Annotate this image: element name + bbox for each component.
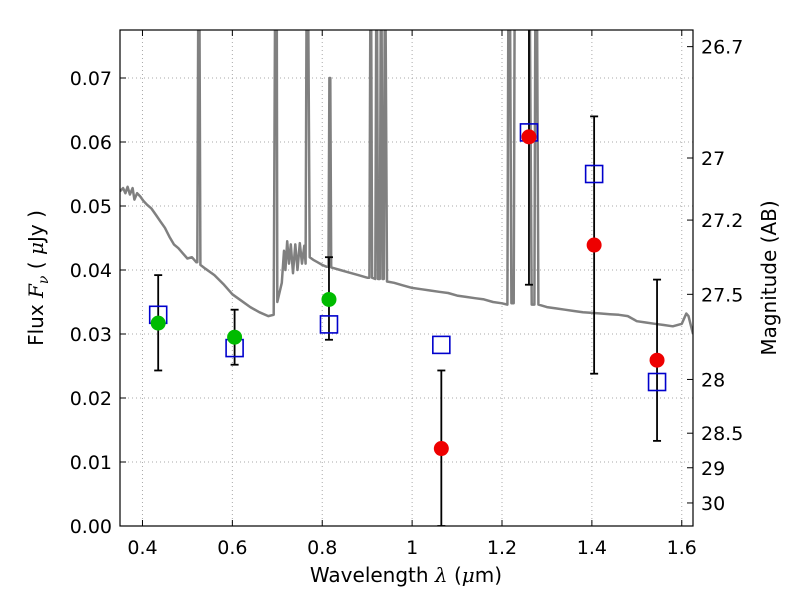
- green-point-marker: [150, 315, 166, 331]
- y-tick-label: 0.01: [70, 452, 112, 474]
- model-point-marker: [319, 315, 339, 334]
- x-tick-label: 1.4: [577, 537, 607, 559]
- green-point-marker: [321, 291, 337, 307]
- y-tick-label: 0.00: [70, 516, 112, 538]
- x-tick-label: 0.6: [217, 537, 247, 559]
- x-tick-labels: 0.4 0.6 0.8 1 1.2 1.4 1.6: [127, 537, 697, 559]
- green-point-marker: [227, 329, 243, 345]
- plot-area: [120, 30, 693, 526]
- model-point-marker: [584, 164, 604, 184]
- x-tick-label: 0.4: [127, 537, 157, 559]
- x-axis-label: Wavelength λ (μm): [310, 563, 502, 587]
- y2-tick-label: 27: [701, 148, 725, 170]
- x-tick-label: 1.6: [667, 537, 697, 559]
- x-tick-label: 0.8: [307, 537, 337, 559]
- y2-tick-labels: 26.7 27 27.2 27.5 28 28.5 29 30: [701, 37, 743, 515]
- y-tick-label: 0.07: [70, 68, 112, 90]
- y-tick-label: 0.04: [70, 260, 112, 282]
- red-point-marker: [649, 352, 665, 368]
- y-tick-label: 0.03: [70, 324, 112, 346]
- y2-tick-label: 27.5: [701, 284, 743, 306]
- y-tick-label: 0.06: [70, 132, 112, 154]
- plot-frame: [119, 29, 694, 527]
- red-point-marker: [586, 237, 602, 253]
- model-point-marker: [432, 335, 451, 355]
- green-data-points: [150, 291, 337, 345]
- model-spectrum-line: [120, 30, 693, 335]
- y2-tick-label: 30: [701, 493, 725, 515]
- x-tick-label: 1: [406, 537, 418, 559]
- model-point-marker: [647, 372, 667, 392]
- red-data-points: [433, 129, 665, 457]
- y-tick-label: 0.05: [70, 196, 112, 218]
- red-point-marker: [521, 129, 537, 145]
- y2-tick-label: 28: [701, 369, 725, 391]
- y-axis-label: Flux Fν ( μJy ): [24, 210, 52, 346]
- grid-lines: [120, 30, 693, 527]
- y2-tick-label: 26.7: [701, 37, 743, 59]
- y2-tick-label: 28.5: [701, 423, 743, 445]
- axis-ticks: [120, 30, 693, 527]
- red-point-marker: [433, 441, 449, 457]
- y-tick-labels: 0.00 0.01 0.02 0.03 0.04 0.05 0.06 0.07: [70, 68, 112, 538]
- y2-tick-label: 29: [701, 458, 725, 480]
- x-tick-label: 1.2: [487, 537, 517, 559]
- y-tick-label: 0.02: [70, 388, 112, 410]
- y2-tick-label: 27.2: [701, 210, 743, 232]
- y2-axis-label: Magnitude (AB): [757, 200, 781, 355]
